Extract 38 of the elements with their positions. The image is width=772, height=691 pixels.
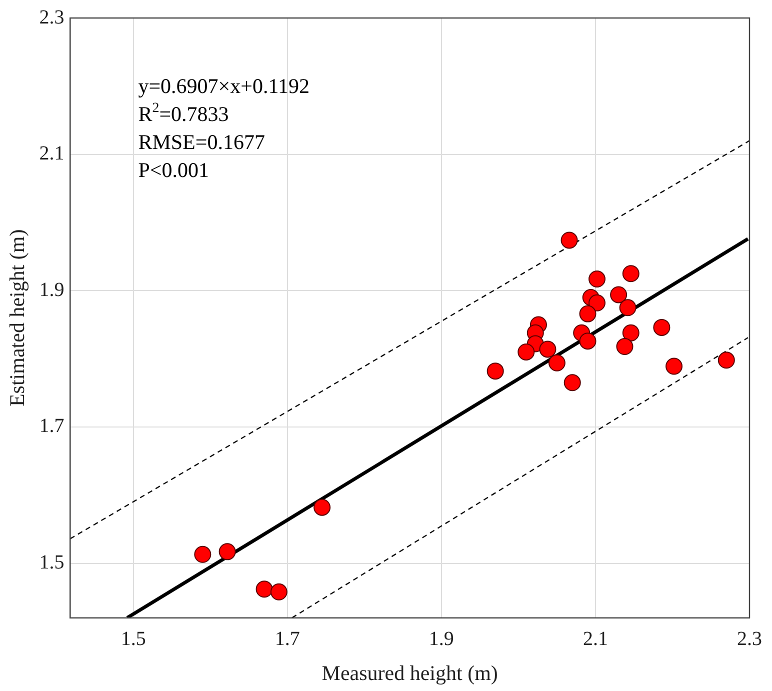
x-tick-label: 1.5 [120,628,146,650]
point [560,232,578,249]
point [653,318,670,336]
annotation: y=0.6907×x+0.1192 [138,74,310,98]
x-axis-title: Measured height (m) [322,660,498,685]
point [486,362,504,380]
point [194,546,212,563]
annotation: P<0.001 [138,158,209,182]
point [610,286,628,304]
y-axis-title: Estimated height (m) [5,229,30,407]
x-tick-label: 1.7 [274,628,300,650]
point [666,358,683,375]
point [588,270,606,288]
x-tick-label: 2.1 [582,628,608,650]
point [518,343,535,360]
point [616,338,634,356]
point [622,265,640,282]
point [256,580,273,598]
x-tick-label: 2.3 [737,628,762,650]
point [539,340,556,358]
point [588,294,606,312]
point [548,354,566,372]
y-tick-label: 2.1 [39,142,64,165]
y-tick-label: 1.7 [39,415,64,438]
point [218,543,236,560]
x-tick-label: 1.9 [428,628,454,650]
point [579,305,596,322]
point [718,352,735,369]
point [619,299,636,316]
y-tick-label: 1.9 [39,278,64,301]
y-tick-label: 1.5 [39,552,64,574]
annotation: RMSE=0.1677 [138,130,265,154]
y-tick-label: 2.3 [39,6,64,28]
point [270,583,288,600]
point [579,332,596,350]
point [564,374,581,392]
point [622,324,640,342]
point [314,498,331,516]
